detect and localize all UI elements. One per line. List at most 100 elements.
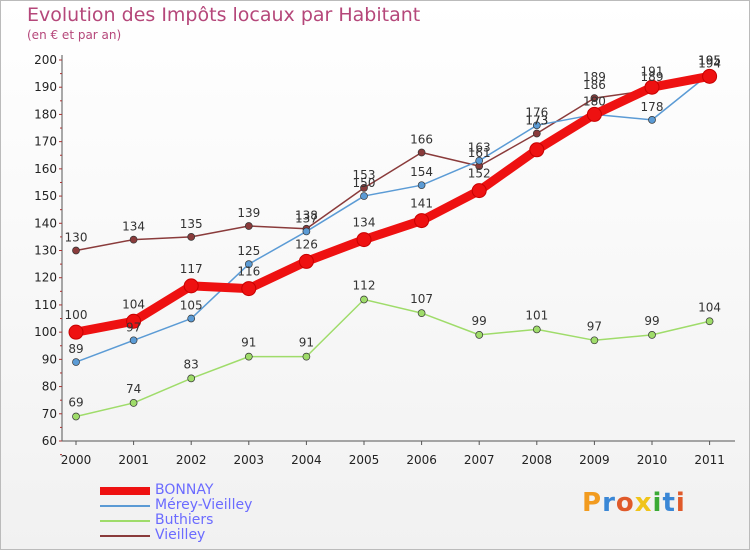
data-point [414, 213, 430, 229]
data-label: 134 [122, 220, 145, 234]
data-point [72, 412, 80, 421]
data-point [586, 106, 602, 122]
y-tick-label: 110 [34, 298, 57, 312]
x-tick-label: 2004 [291, 453, 322, 467]
data-label: 105 [180, 299, 203, 313]
data-label: 195 [698, 54, 721, 68]
data-point [590, 94, 599, 102]
data-label: 152 [468, 167, 491, 181]
data-point [72, 358, 80, 366]
legend-swatch-bonnay [100, 487, 150, 495]
legend-swatch-merey [100, 505, 150, 507]
data-label: 130 [65, 231, 88, 245]
data-label: 186 [583, 78, 606, 92]
logo-letter: r [602, 488, 616, 518]
data-label: 153 [353, 168, 376, 182]
data-point [529, 142, 545, 158]
data-label: 125 [237, 244, 260, 258]
chart-subtitle: (en € et par an) [27, 28, 122, 42]
proxiti-logo: Proxiti [582, 488, 686, 518]
data-label: 104 [122, 297, 145, 311]
data-label: 141 [410, 197, 433, 211]
data-label: 101 [525, 308, 548, 322]
x-tick-label: 2010 [637, 453, 668, 467]
data-label: 166 [410, 133, 433, 147]
data-label: 138 [295, 209, 318, 223]
y-tick-label: 200 [34, 53, 57, 67]
x-tick-label: 2006 [406, 453, 437, 467]
data-label: 154 [410, 165, 433, 179]
x-tick-label: 2011 [694, 453, 725, 467]
data-point [356, 232, 372, 248]
logo-letter: P [582, 488, 603, 518]
data-point [644, 79, 660, 95]
data-label: 69 [68, 396, 83, 410]
data-label: 135 [180, 217, 203, 231]
data-point [298, 253, 314, 269]
data-point [129, 235, 138, 244]
data-label: 74 [126, 382, 141, 396]
legend-label-merey: Mérey-Vieilley [155, 497, 253, 513]
y-tick-label: 60 [42, 434, 57, 448]
legend-swatch-buthiers [100, 520, 150, 522]
data-label: 191 [641, 64, 664, 78]
series-line-buthiers [75, 298, 711, 418]
logo-letter: x [634, 488, 653, 518]
y-tick-label: 120 [34, 271, 57, 285]
data-point [702, 68, 718, 84]
logo-letter: i [675, 488, 686, 518]
data-point [360, 184, 368, 192]
series-line-vieilley [75, 72, 711, 252]
series-line-mérey-vieilley [75, 72, 711, 363]
data-label: 83 [184, 357, 199, 371]
legend-label-bonnay: BONNAY [155, 482, 214, 498]
data-point [417, 148, 426, 157]
data-label: 150 [353, 176, 376, 190]
data-label: 134 [353, 216, 376, 230]
x-tick-label: 2001 [118, 453, 149, 467]
data-label: 99 [644, 314, 659, 328]
data-point [187, 233, 196, 241]
x-tick-label: 2003 [234, 453, 265, 467]
data-label: 100 [65, 308, 88, 322]
data-point [129, 399, 138, 407]
y-tick-label: 100 [34, 325, 57, 339]
data-point [244, 260, 253, 268]
data-point [126, 313, 142, 329]
data-point [241, 281, 257, 297]
data-label: 91 [299, 336, 314, 350]
data-point [302, 352, 311, 361]
data-label: 126 [295, 237, 318, 251]
data-label: 137 [295, 211, 318, 225]
x-tick-label: 2009 [579, 453, 610, 467]
y-tick-label: 160 [34, 162, 57, 176]
data-label: 161 [468, 146, 491, 160]
data-label: 173 [525, 113, 548, 127]
data-point [129, 336, 138, 345]
data-label: 139 [237, 206, 260, 220]
data-label: 99 [472, 314, 487, 328]
data-point [360, 295, 368, 304]
data-label: 112 [353, 278, 376, 292]
data-label: 176 [525, 105, 548, 119]
logo-letter: t [662, 488, 676, 518]
data-point [183, 278, 199, 294]
data-point [532, 325, 541, 334]
y-tick-label: 80 [42, 380, 57, 394]
y-tick-label: 90 [42, 352, 57, 366]
data-point [532, 121, 541, 130]
logo-letter: i [652, 488, 663, 518]
data-point [475, 156, 484, 165]
data-label: 189 [641, 70, 664, 84]
chart-title: Evolution des Impôts locaux par Habitant [27, 4, 421, 26]
data-label: 195 [698, 54, 721, 68]
data-label: 107 [410, 292, 433, 306]
data-point [648, 331, 656, 339]
data-point [590, 336, 599, 345]
data-point [532, 129, 541, 138]
y-tick-label: 180 [34, 107, 57, 121]
x-tick-label: 2008 [522, 453, 553, 467]
data-point [187, 374, 196, 383]
data-label: 173 [525, 113, 548, 127]
y-tick-label: 130 [34, 244, 57, 258]
